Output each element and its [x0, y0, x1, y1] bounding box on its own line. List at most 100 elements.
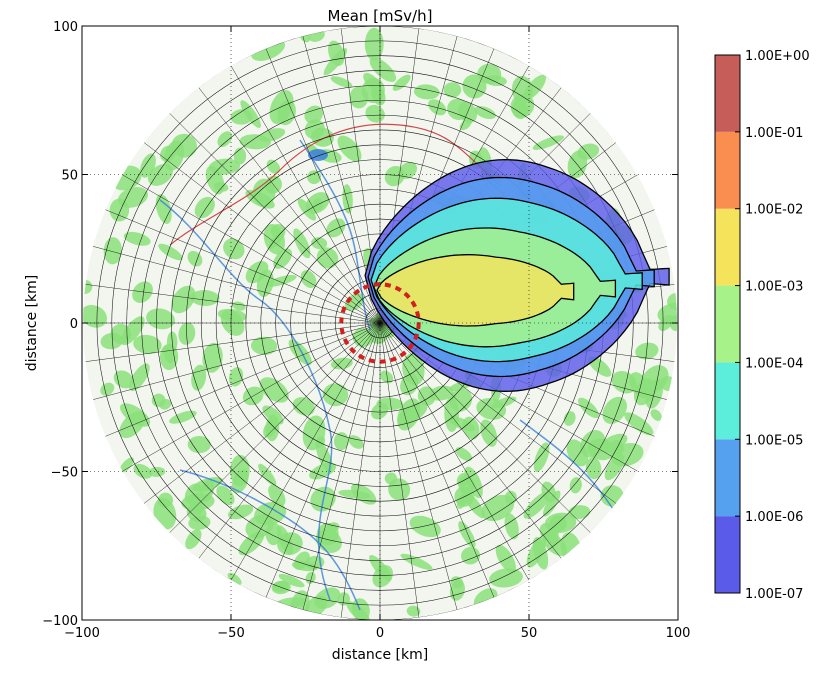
vegetation-patch	[484, 75, 507, 87]
vegetation-patch	[293, 551, 310, 570]
vegetation-patch	[455, 447, 473, 462]
vegetation-patch	[563, 411, 576, 426]
vegetation-patch	[459, 118, 472, 131]
vegetation-patch	[100, 332, 123, 350]
vegetation-patch	[315, 436, 326, 448]
vegetation-patch	[314, 587, 341, 609]
vegetation-patch	[259, 377, 289, 403]
vegetation-patch	[406, 605, 421, 617]
vegetation-patch	[159, 399, 172, 410]
vegetation-patch	[163, 345, 174, 364]
y-tick-label: 100	[53, 20, 78, 35]
colorbar-segment	[715, 208, 740, 286]
vegetation-patch	[132, 281, 153, 303]
vegetation-patch	[239, 134, 271, 150]
vegetation-patch	[402, 353, 425, 386]
vegetation-patch	[463, 491, 485, 519]
vegetation-patch	[458, 521, 476, 548]
vegetation-patch	[133, 334, 162, 355]
colorbar-segment	[715, 131, 740, 209]
vegetation-patch	[481, 494, 515, 522]
vegetation-patch	[83, 304, 108, 328]
vegetation-patch	[304, 105, 324, 124]
dose-plume	[364, 159, 670, 392]
polar-spoke	[340, 322, 381, 618]
vegetation-patch	[397, 402, 428, 425]
polar-spoke	[104, 322, 381, 437]
vegetation-patch	[186, 503, 207, 523]
vegetation-patch	[277, 532, 303, 556]
x-tick-label: 0	[376, 626, 384, 641]
vegetation-patch	[510, 93, 535, 118]
colorbar-tick-label: 1.00E-01	[745, 126, 803, 141]
colorbar-tick-label: 1.00E-03	[745, 280, 803, 295]
vegetation-patch	[364, 27, 384, 61]
vegetation-patch	[526, 536, 547, 568]
vegetation-patch	[326, 218, 346, 238]
polar-spoke	[379, 322, 458, 610]
vegetation-patch	[611, 370, 637, 394]
vegetation-patch	[191, 364, 207, 391]
colorbar-segment	[715, 439, 740, 517]
vegetation-patch	[228, 504, 254, 520]
vegetation-patch	[543, 490, 561, 517]
vegetation-patch	[216, 485, 235, 506]
polar-spoke	[379, 322, 495, 598]
vegetation-patch	[194, 196, 215, 219]
vegetation-patch	[171, 285, 196, 314]
vegetation-patch	[462, 74, 487, 99]
vegetation-patch	[300, 270, 317, 288]
vegetation-patch	[187, 436, 211, 454]
vegetation-patch	[258, 463, 277, 486]
vegetation-patch	[119, 411, 146, 439]
y-tick-label: 0	[70, 317, 78, 332]
vegetation-patch	[265, 274, 297, 287]
polar-spoke	[84, 284, 381, 324]
vegetation-patch	[330, 76, 353, 88]
polar-spoke	[104, 209, 381, 324]
vegetation-patch	[380, 370, 394, 384]
vegetation-patch	[384, 165, 405, 187]
river	[519, 419, 621, 521]
colorbar-segment	[715, 516, 740, 593]
vegetation-patch	[169, 410, 197, 424]
vegetation-patch	[392, 74, 411, 91]
vegetation-patch	[147, 163, 173, 186]
vegetation-patch	[338, 489, 371, 499]
polar-spoke	[92, 322, 381, 401]
polar-spoke	[230, 322, 381, 581]
polar-spoke	[198, 322, 381, 559]
vegetation-patch	[293, 228, 311, 259]
vegetation-patch	[227, 572, 242, 586]
colorbar: 1.00E-07 1.00E-06 1.00E-05 1.00E-04 1.00E-03…	[714, 49, 810, 602]
vegetation-patch	[230, 109, 253, 125]
polar-spoke	[121, 322, 381, 472]
vegetation-patch	[337, 135, 362, 162]
vegetation-patch	[250, 336, 278, 355]
vegetation-patch	[254, 501, 287, 526]
vegetation-patch	[657, 302, 677, 324]
vegetation-patch	[523, 491, 550, 519]
vegetation-patch	[633, 378, 655, 406]
vegetation-patch	[185, 529, 202, 550]
vegetation-patch	[447, 98, 470, 121]
vegetation-patch	[217, 308, 247, 322]
vegetation-patch	[342, 184, 353, 214]
vegetation-patch	[265, 522, 282, 546]
vegetation-patch	[669, 314, 677, 332]
vegetation-patch	[148, 466, 166, 477]
lake	[308, 149, 328, 161]
vegetation-patch	[278, 573, 305, 588]
vegetation-patch	[585, 457, 602, 480]
vegetation-patch	[263, 420, 277, 438]
vegetation-patch	[146, 308, 175, 330]
vegetation-patch	[578, 397, 599, 419]
vegetation-patch	[305, 192, 330, 214]
y-tick-label: 50	[61, 169, 78, 184]
vegetation-patch	[217, 131, 233, 148]
vegetation-patch	[523, 74, 546, 100]
vegetation-patch	[269, 90, 294, 125]
vegetation-patch	[305, 571, 316, 584]
plume-band-5	[376, 254, 575, 327]
vegetation-patch	[461, 546, 481, 565]
